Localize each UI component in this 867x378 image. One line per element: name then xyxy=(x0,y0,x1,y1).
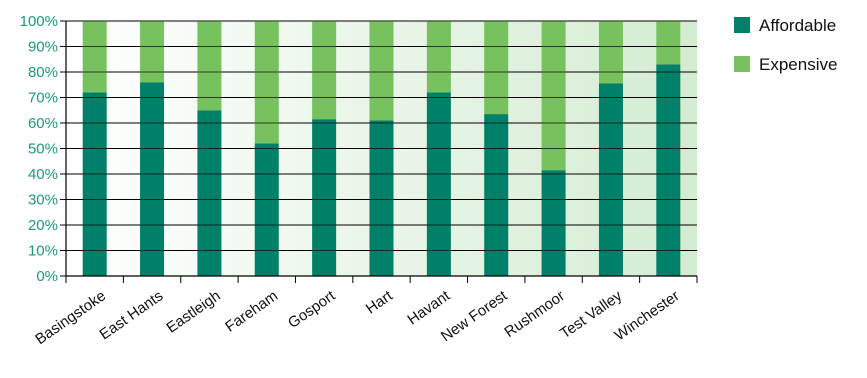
y-tick-label: 80% xyxy=(28,64,58,81)
x-tick-label: Winchester xyxy=(611,287,682,344)
y-tick-label: 0% xyxy=(36,268,58,285)
y-tick-label: 30% xyxy=(28,192,58,209)
bar-expensive xyxy=(312,21,337,120)
y-tick-label: 60% xyxy=(28,115,58,132)
bar-expensive xyxy=(598,21,623,84)
bar-affordable xyxy=(312,119,337,276)
bar-affordable xyxy=(598,83,623,276)
y-tick-label: 50% xyxy=(28,141,58,158)
bar-affordable xyxy=(656,64,681,276)
bar-expensive xyxy=(484,21,509,115)
x-tick-label: East Hants xyxy=(96,287,166,343)
y-tick-label: 40% xyxy=(28,166,58,183)
bar-expensive xyxy=(656,21,681,65)
legend-label-expensive: Expensive xyxy=(759,55,837,74)
x-tick-label: Eastleigh xyxy=(163,287,223,336)
x-tick-label: Havant xyxy=(404,287,453,329)
bar-affordable xyxy=(484,114,509,276)
bar-expensive xyxy=(369,21,394,121)
bar-affordable xyxy=(140,82,165,276)
x-tick-label: Hart xyxy=(363,287,397,318)
bar-affordable xyxy=(541,170,566,276)
x-tick-label: Basingstoke xyxy=(32,287,109,348)
y-tick-label: 70% xyxy=(28,90,58,107)
bar-affordable xyxy=(82,92,107,277)
bar-affordable xyxy=(369,120,394,276)
legend-label-affordable: Affordable xyxy=(759,16,836,35)
legend-swatch-expensive xyxy=(734,56,750,72)
plot-area: 0% 10% 20% 30% 40% 50% 60% 70% 80% 90% 100% Basings… xyxy=(20,13,698,348)
y-tick-label: 20% xyxy=(28,217,58,234)
y-tick-label: 100% xyxy=(20,13,58,30)
bar-affordable xyxy=(197,110,222,276)
bar-expensive xyxy=(254,21,279,144)
bar-expensive xyxy=(197,21,222,111)
y-tick-label: 90% xyxy=(28,39,58,56)
legend-swatch-affordable xyxy=(734,17,750,33)
legend: Affordable Expensive xyxy=(734,16,837,74)
bar-expensive xyxy=(82,21,107,93)
x-tick-label: Rushmoor xyxy=(501,287,567,341)
bar-expensive xyxy=(426,21,451,93)
x-tick-label: Fareham xyxy=(222,287,281,335)
bar-affordable xyxy=(254,143,279,276)
bar-expensive xyxy=(541,21,566,171)
y-tick-label: 10% xyxy=(28,243,58,260)
bar-expensive xyxy=(140,21,165,83)
x-tick-label: Gosport xyxy=(285,287,339,332)
bar-affordable xyxy=(426,92,451,277)
